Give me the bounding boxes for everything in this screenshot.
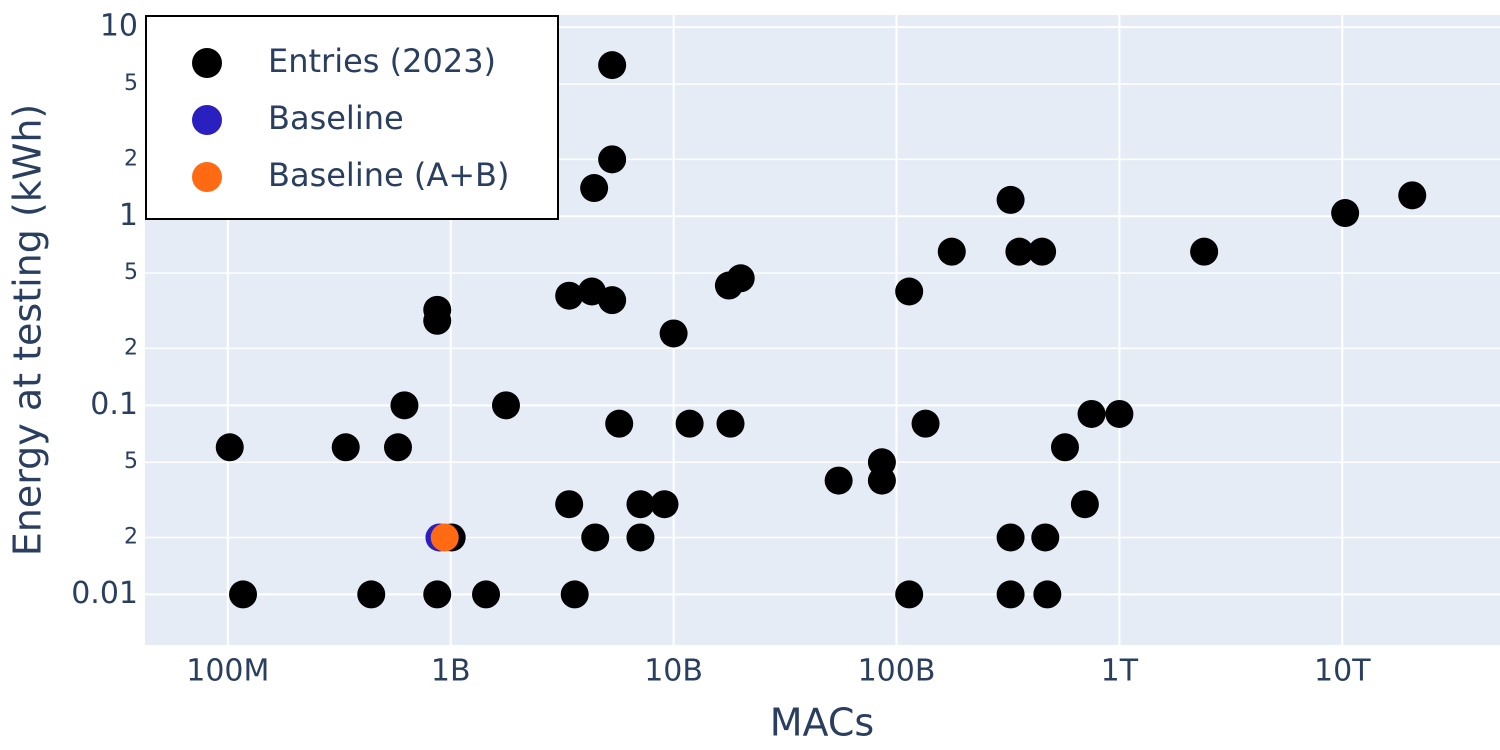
point	[430, 523, 459, 552]
legend-label: Baseline (A+B)	[268, 156, 509, 194]
point	[423, 306, 452, 335]
point	[996, 185, 1025, 214]
point	[491, 391, 520, 420]
grid	[145, 15, 1500, 645]
point	[895, 580, 924, 609]
point	[895, 277, 924, 306]
y-tick-label: 5	[124, 260, 138, 285]
y-tick-label: 5	[124, 71, 138, 96]
point	[1070, 490, 1099, 519]
legend-marker	[192, 105, 222, 135]
legend-label: Baseline	[268, 99, 404, 137]
y-tick-label: 0.01	[71, 576, 138, 611]
x-tick-label: 10B	[644, 654, 703, 689]
point	[659, 319, 688, 348]
point	[357, 580, 386, 609]
point	[1028, 237, 1057, 266]
point	[1050, 433, 1079, 462]
x-tick-label: 1T	[1101, 654, 1139, 689]
legend-marker	[192, 162, 222, 192]
point	[580, 174, 609, 203]
x-tick-label: 10T	[1314, 654, 1371, 689]
point	[472, 580, 501, 609]
y-tick-label: 0.1	[90, 387, 138, 422]
y-tick-label: 5	[124, 449, 138, 474]
y-axis-title: Energy at testing (kWh)	[6, 104, 50, 557]
legend: Entries (2023) Baseline Baseline (A+B)	[145, 15, 559, 220]
point	[996, 580, 1025, 609]
legend-marker	[192, 48, 222, 78]
point	[1190, 237, 1219, 266]
point	[675, 409, 704, 438]
point	[605, 409, 634, 438]
point	[626, 523, 655, 552]
point	[1031, 523, 1060, 552]
y-tick-label: 1	[119, 198, 138, 233]
point	[555, 490, 584, 519]
point	[560, 580, 589, 609]
y-tick-label: 2	[124, 524, 138, 549]
point	[716, 409, 745, 438]
point	[626, 490, 655, 519]
x-tick-label: 100B	[858, 654, 936, 689]
point	[867, 466, 896, 495]
point	[650, 490, 679, 519]
y-tick-label: 2	[124, 335, 138, 360]
point	[598, 286, 627, 315]
point	[598, 51, 627, 80]
point	[581, 523, 610, 552]
x-axis-title: MACs	[770, 701, 874, 745]
point	[1398, 181, 1427, 210]
point	[598, 145, 627, 174]
marks	[215, 51, 1427, 609]
point	[555, 281, 584, 310]
point	[331, 433, 360, 462]
legend-label: Entries (2023)	[268, 42, 496, 80]
y-tick-label: 10	[100, 9, 138, 44]
point	[937, 237, 966, 266]
x-tick-label: 100M	[186, 654, 269, 689]
point	[1105, 399, 1134, 428]
point	[215, 433, 244, 462]
point	[1033, 580, 1062, 609]
x-tick-label: 1B	[431, 654, 471, 689]
ticks: 100M 1B 10B 100B 1T 10T 0.01 2 5 0.1 2 5 1 2 5 10	[71, 9, 1371, 689]
point	[911, 409, 940, 438]
point	[1331, 199, 1360, 228]
y-tick-label: 2	[124, 146, 138, 171]
point	[383, 433, 412, 462]
point	[423, 580, 452, 609]
point	[1005, 237, 1034, 266]
point	[824, 466, 853, 495]
point	[390, 391, 419, 420]
point	[996, 523, 1025, 552]
point	[229, 580, 258, 609]
point	[726, 264, 755, 293]
point	[1077, 399, 1106, 428]
